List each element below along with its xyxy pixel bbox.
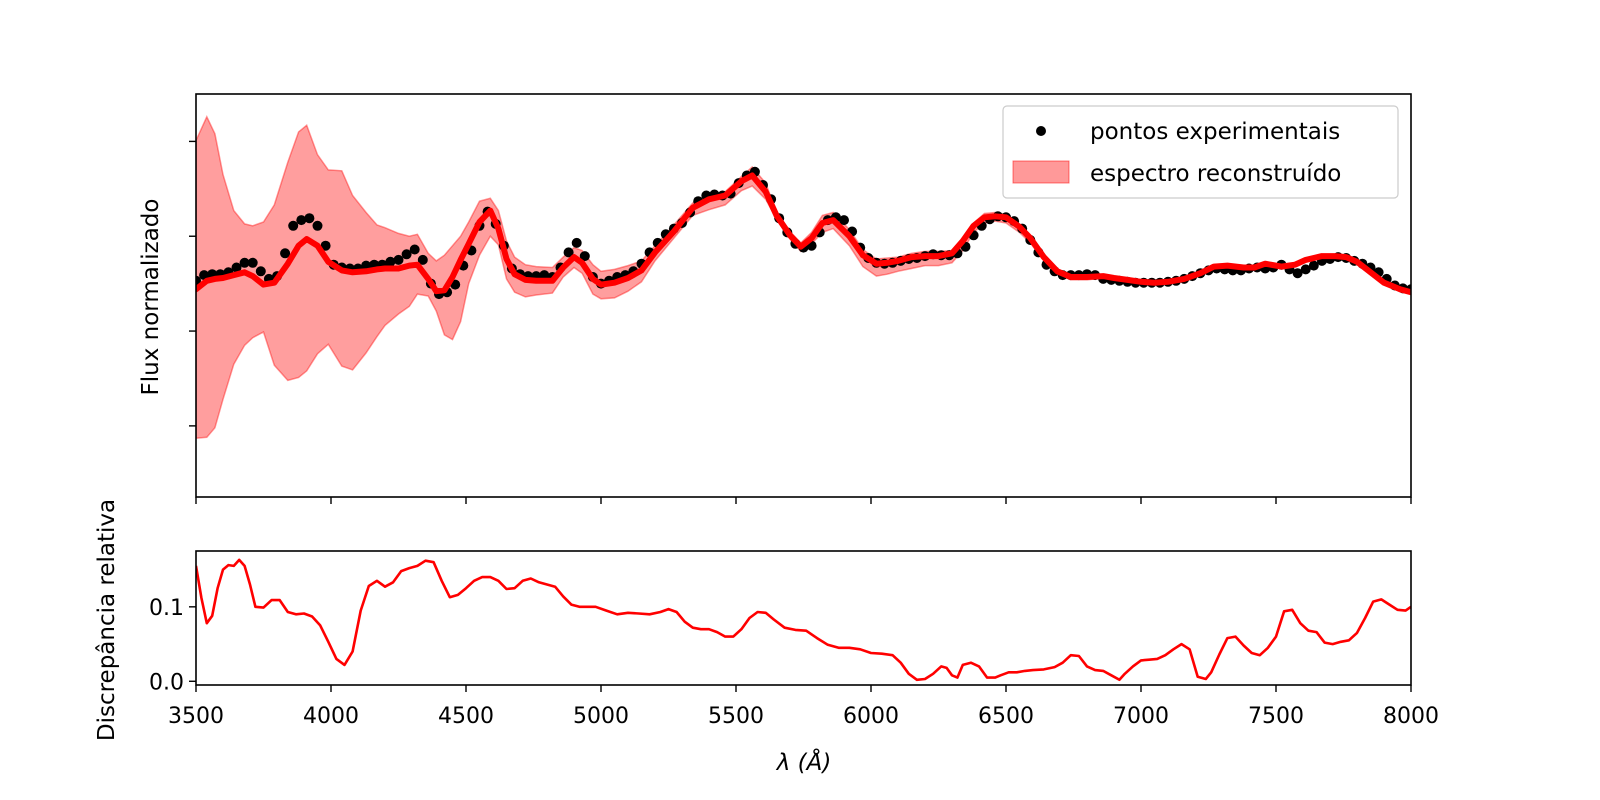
top-panel: Flux normalizado pontos experimentais es… <box>138 93 1412 504</box>
bottom-x-tick-label: 7500 <box>1248 704 1304 729</box>
bottom-x-tick-label: 7000 <box>1113 704 1169 729</box>
bottom-x-tick-label: 3500 <box>168 704 224 729</box>
reconstructed-spectrum-band-layer <box>196 115 1411 439</box>
experimental-point <box>571 237 582 248</box>
reconstructed-spectrum-line <box>196 172 1411 296</box>
bottom-x-tick-label: 4500 <box>438 704 494 729</box>
experimental-point <box>539 270 550 281</box>
experimental-point <box>304 213 315 224</box>
top-ticks-layer <box>189 140 1412 504</box>
bottom-panel: 3500 4000 4500 5000 5500 6000 6500 7000 7500 8000… <box>94 499 1439 776</box>
experimental-point <box>296 215 307 226</box>
legend-points-marker <box>1036 126 1046 136</box>
bottom-y-tick-label: 0.1 <box>149 596 184 621</box>
bottom-x-tick-label: 6000 <box>843 704 899 729</box>
relative-discrepancy-line <box>196 558 1411 682</box>
experimental-point <box>393 254 404 265</box>
experimental-point <box>409 244 420 255</box>
bottom-x-tick-label: 6500 <box>978 704 1034 729</box>
experimental-point <box>320 240 331 251</box>
legend-band-swatch <box>1012 160 1070 184</box>
x-axis-label: λ (Å) <box>775 748 832 776</box>
experimental-point <box>579 251 590 262</box>
experimental-point <box>1292 268 1303 279</box>
bottom-ticks-layer: 3500 4000 4500 5000 5500 6000 6500 7000 7500 8000… <box>149 596 1439 729</box>
experimental-point <box>563 247 574 258</box>
bottom-x-tick-label: 5500 <box>708 704 764 729</box>
bottom-axes-frame <box>195 550 1412 686</box>
experimental-point <box>385 256 396 267</box>
top-axes-frame <box>195 93 1412 498</box>
bottom-x-tick-label: 4000 <box>303 704 359 729</box>
bottom-y-tick-label: 0.0 <box>149 670 184 695</box>
experimental-point <box>280 248 291 259</box>
legend-frame <box>1002 105 1399 199</box>
experimental-point <box>312 220 323 231</box>
experimental-point <box>247 257 258 268</box>
reconstructed-spectrum-band <box>196 115 1411 439</box>
bottom-x-tick-label: 5000 <box>573 704 629 729</box>
bottom-x-tick-label: 8000 <box>1383 704 1439 729</box>
legend-points-label: pontos experimentais <box>1090 119 1340 145</box>
experimental-point <box>199 270 210 281</box>
legend: pontos experimentais espectro reconstruí… <box>1002 105 1399 199</box>
experimental-point <box>288 220 299 231</box>
bottom-y-axis-label: Discrepância relativa <box>94 499 120 741</box>
experimental-point <box>255 266 266 277</box>
experimental-point <box>401 249 412 260</box>
experimental-point <box>1308 260 1319 271</box>
top-y-axis-label: Flux normalizado <box>138 199 164 396</box>
relative-discrepancy-line-layer <box>196 558 1411 682</box>
experimental-point <box>231 262 242 273</box>
reconstructed-spectrum-line-layer <box>196 172 1411 296</box>
experimental-point <box>839 215 849 226</box>
legend-band-label: espectro reconstruído <box>1090 161 1341 187</box>
experimental-point <box>1300 264 1311 275</box>
experimental-point <box>239 257 250 268</box>
experimental-point <box>417 254 428 265</box>
